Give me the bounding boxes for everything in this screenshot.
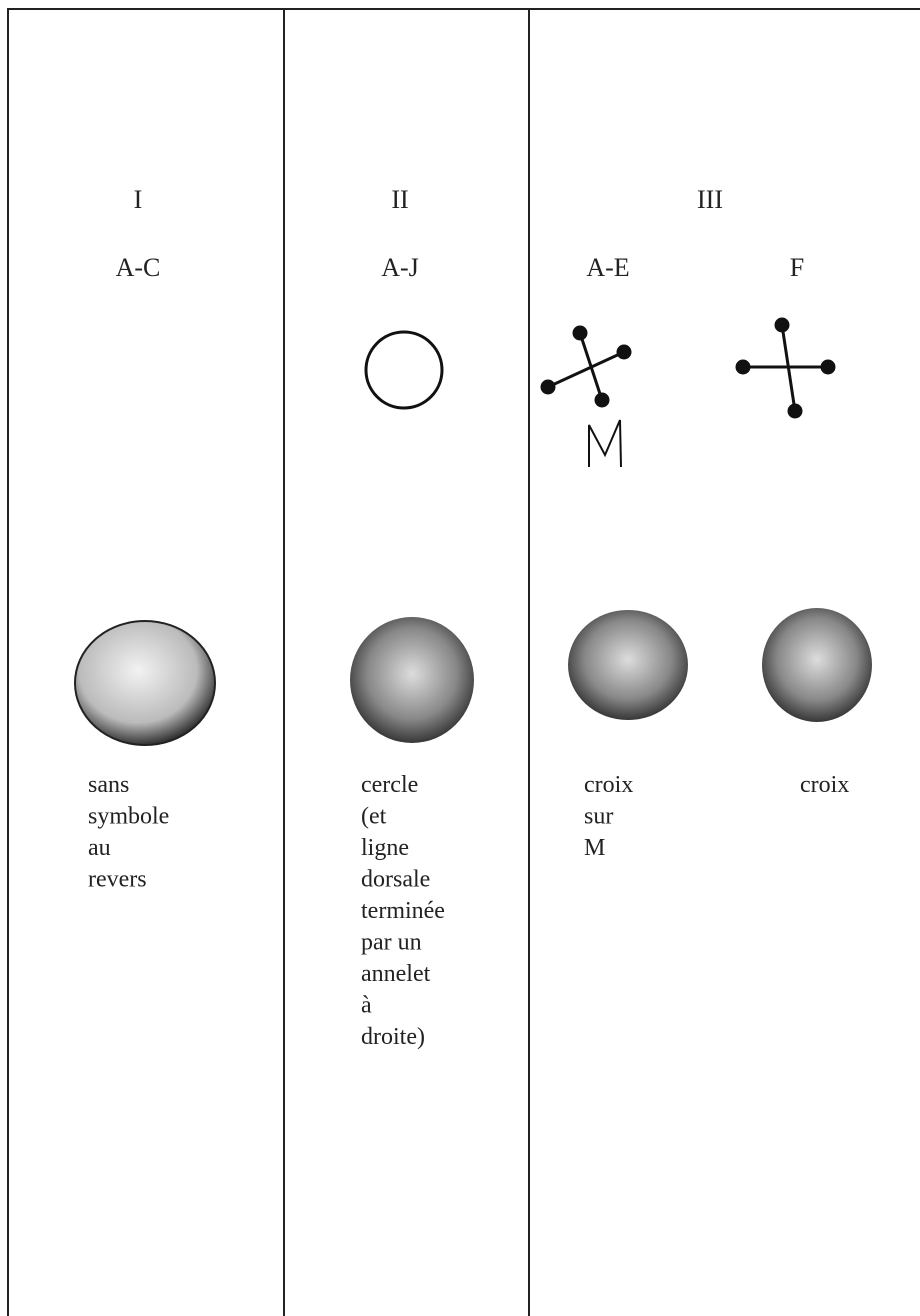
frame [7,8,920,1316]
range: A-E [586,253,629,282]
coins [74,608,872,746]
numeral: III [697,185,723,214]
description-line: terminée [361,898,445,924]
description-line: dorsale [361,867,430,893]
description-line: croix [584,772,633,798]
range: A-J [381,253,419,282]
circle-symbol [364,330,444,410]
description-line: sans [88,772,129,798]
description-line: par un [361,930,422,956]
descriptions: sans symbole au revers cercle (et ligne dorsale… [88,772,849,1050]
description-line: (et [361,804,387,830]
description-line: à [361,993,372,1019]
numeral: II [391,185,408,214]
description-line: croix [800,772,849,798]
cross-on-m-symbol [540,325,632,468]
description-line: sur [584,804,613,830]
range: F [790,253,804,282]
description-line: ligne [361,835,409,861]
description-line: symbole [88,804,169,830]
description-line: annelet [361,961,431,987]
numeral: I [134,185,143,214]
description-line: droite) [361,1024,425,1050]
description-line: au [88,835,111,861]
cross-symbol [735,317,836,419]
range: A-C [116,253,161,282]
description-line: cercle [361,772,418,798]
description-line: M [584,835,605,861]
description-line: revers [88,867,147,893]
